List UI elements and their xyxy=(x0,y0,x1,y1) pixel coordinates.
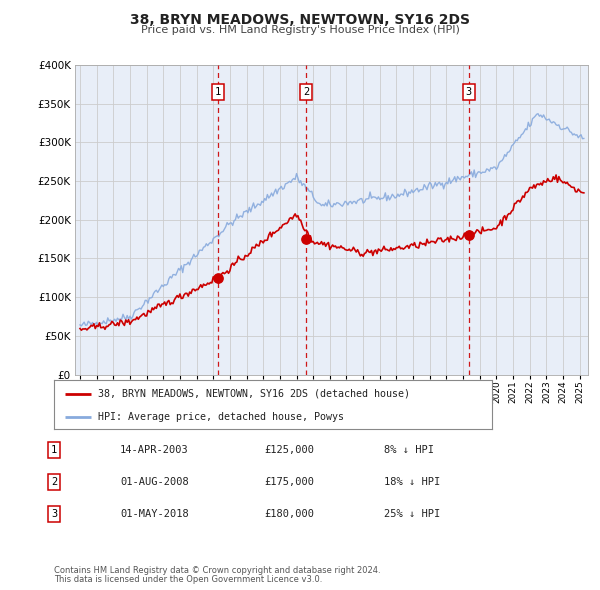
Text: 14-APR-2003: 14-APR-2003 xyxy=(120,445,189,455)
Text: 3: 3 xyxy=(466,87,472,97)
Text: 1: 1 xyxy=(215,87,221,97)
Text: 18% ↓ HPI: 18% ↓ HPI xyxy=(384,477,440,487)
Text: 01-MAY-2018: 01-MAY-2018 xyxy=(120,509,189,519)
Text: 1: 1 xyxy=(51,445,57,455)
Text: 38, BRYN MEADOWS, NEWTOWN, SY16 2DS: 38, BRYN MEADOWS, NEWTOWN, SY16 2DS xyxy=(130,13,470,27)
Text: 25% ↓ HPI: 25% ↓ HPI xyxy=(384,509,440,519)
Text: 38, BRYN MEADOWS, NEWTOWN, SY16 2DS (detached house): 38, BRYN MEADOWS, NEWTOWN, SY16 2DS (det… xyxy=(98,389,410,399)
Text: This data is licensed under the Open Government Licence v3.0.: This data is licensed under the Open Gov… xyxy=(54,575,322,584)
Point xyxy=(301,234,311,244)
Text: £180,000: £180,000 xyxy=(264,509,314,519)
Text: 01-AUG-2008: 01-AUG-2008 xyxy=(120,477,189,487)
Text: £125,000: £125,000 xyxy=(264,445,314,455)
Text: Price paid vs. HM Land Registry's House Price Index (HPI): Price paid vs. HM Land Registry's House … xyxy=(140,25,460,35)
Text: 2: 2 xyxy=(51,477,57,487)
Point xyxy=(464,231,473,240)
Text: 8% ↓ HPI: 8% ↓ HPI xyxy=(384,445,434,455)
Text: 2: 2 xyxy=(303,87,310,97)
Text: 3: 3 xyxy=(51,509,57,519)
Text: HPI: Average price, detached house, Powys: HPI: Average price, detached house, Powy… xyxy=(98,412,344,422)
Text: £175,000: £175,000 xyxy=(264,477,314,487)
Text: Contains HM Land Registry data © Crown copyright and database right 2024.: Contains HM Land Registry data © Crown c… xyxy=(54,566,380,575)
Point xyxy=(213,273,223,283)
